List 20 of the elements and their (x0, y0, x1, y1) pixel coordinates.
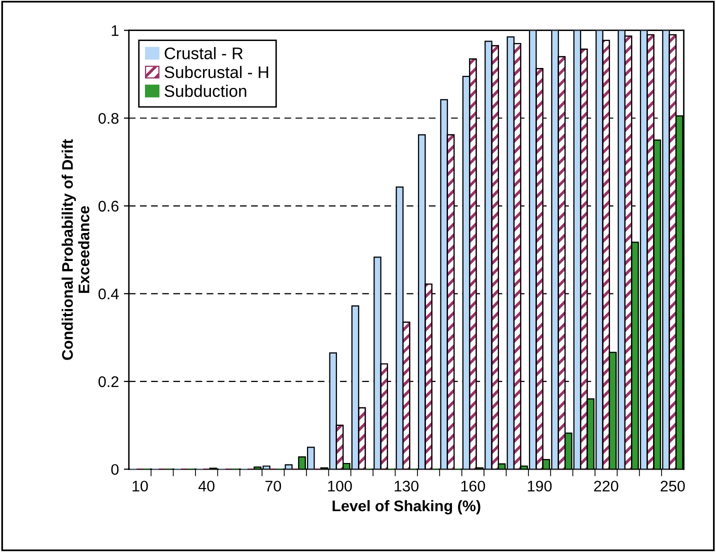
x-axis-title: Level of Shaking (%) (332, 500, 480, 514)
x-tick-label: 250 (660, 480, 685, 492)
x-tick-label: 160 (461, 480, 486, 492)
x-tick-label: 70 (265, 480, 282, 492)
legend-label: Crustal - R (164, 47, 243, 60)
x-tick-label: 10 (132, 480, 148, 492)
y-tick-label: 1 (112, 25, 118, 36)
y-tick-label: 0.8 (98, 112, 118, 124)
x-tick-label: 40 (198, 480, 214, 492)
legend-label: Subcrustal - H (164, 66, 268, 78)
y-tick-label: 0.6 (98, 200, 118, 212)
x-tick-label: 100 (328, 480, 352, 492)
x-tick-label: 190 (528, 480, 552, 492)
y-tick-label: 0.2 (98, 376, 118, 388)
legend-label: Subduction (164, 84, 246, 98)
y-axis-title: Conditional Probability of Drift Exceedance (62, 139, 90, 360)
y-tick-label: 0 (111, 464, 119, 475)
x-tick-label: 130 (394, 480, 418, 492)
y-tick-label: 0.4 (98, 288, 119, 300)
x-tick-label: 220 (594, 480, 618, 492)
